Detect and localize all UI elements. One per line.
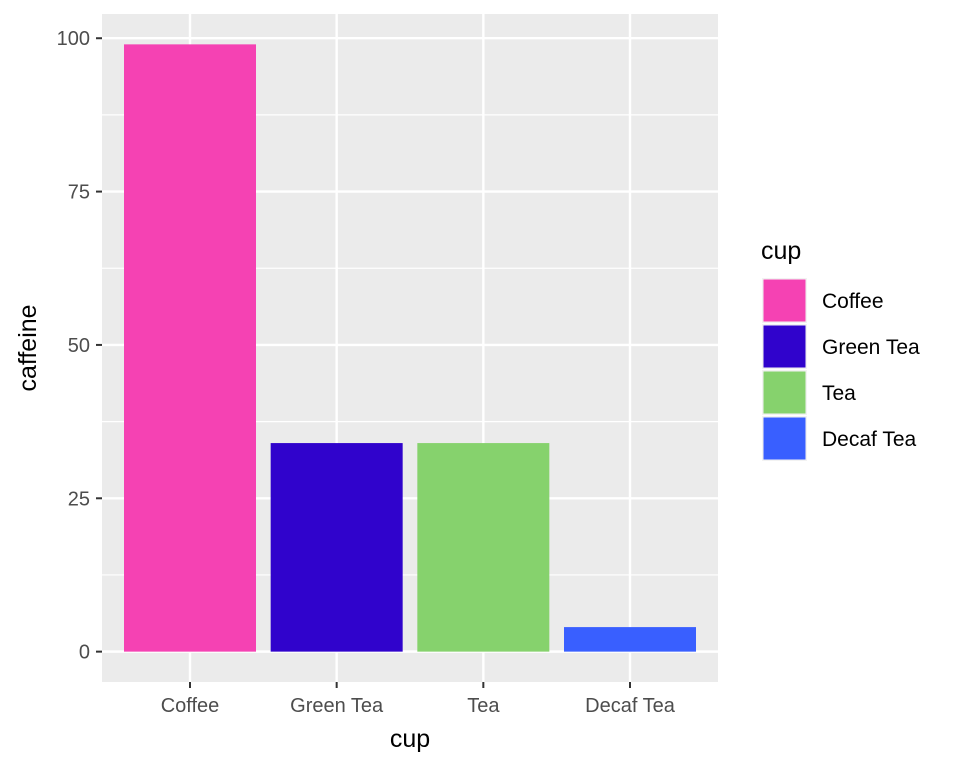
legend-swatch <box>763 325 806 368</box>
legend-label: Decaf Tea <box>822 428 916 451</box>
y-axis-title: caffeine <box>14 304 42 391</box>
x-axis: Coffee Green Tea Tea Decaf Tea <box>161 682 676 717</box>
legend-label: Green Tea <box>822 336 920 359</box>
x-tick-label: Decaf Tea <box>585 695 676 717</box>
y-tick-label: 0 <box>79 642 90 664</box>
y-tick-label: 75 <box>68 182 90 204</box>
x-axis-title: cup <box>390 725 430 753</box>
y-tick-label: 50 <box>68 335 90 357</box>
bar-coffee <box>124 44 256 652</box>
bar-decaf-tea <box>564 627 696 652</box>
legend-label: Coffee <box>822 290 884 313</box>
x-tick-label: Coffee <box>161 695 220 717</box>
legend-title: cup <box>761 237 801 265</box>
x-tick-label: Tea <box>467 695 500 717</box>
legend-swatch <box>763 279 806 322</box>
legend: cup Coffee Green Tea Tea Decaf Tea <box>761 237 920 461</box>
bar-tea <box>417 443 550 652</box>
bar-green-tea <box>270 443 403 652</box>
legend-swatch <box>763 417 806 460</box>
legend-swatch <box>763 371 806 414</box>
bars <box>124 44 696 652</box>
legend-label: Tea <box>822 382 856 405</box>
x-tick-label: Green Tea <box>290 695 384 717</box>
y-axis: 0 25 50 75 100 <box>57 28 102 664</box>
y-tick-label: 25 <box>68 488 90 510</box>
y-tick-label: 100 <box>57 28 90 50</box>
